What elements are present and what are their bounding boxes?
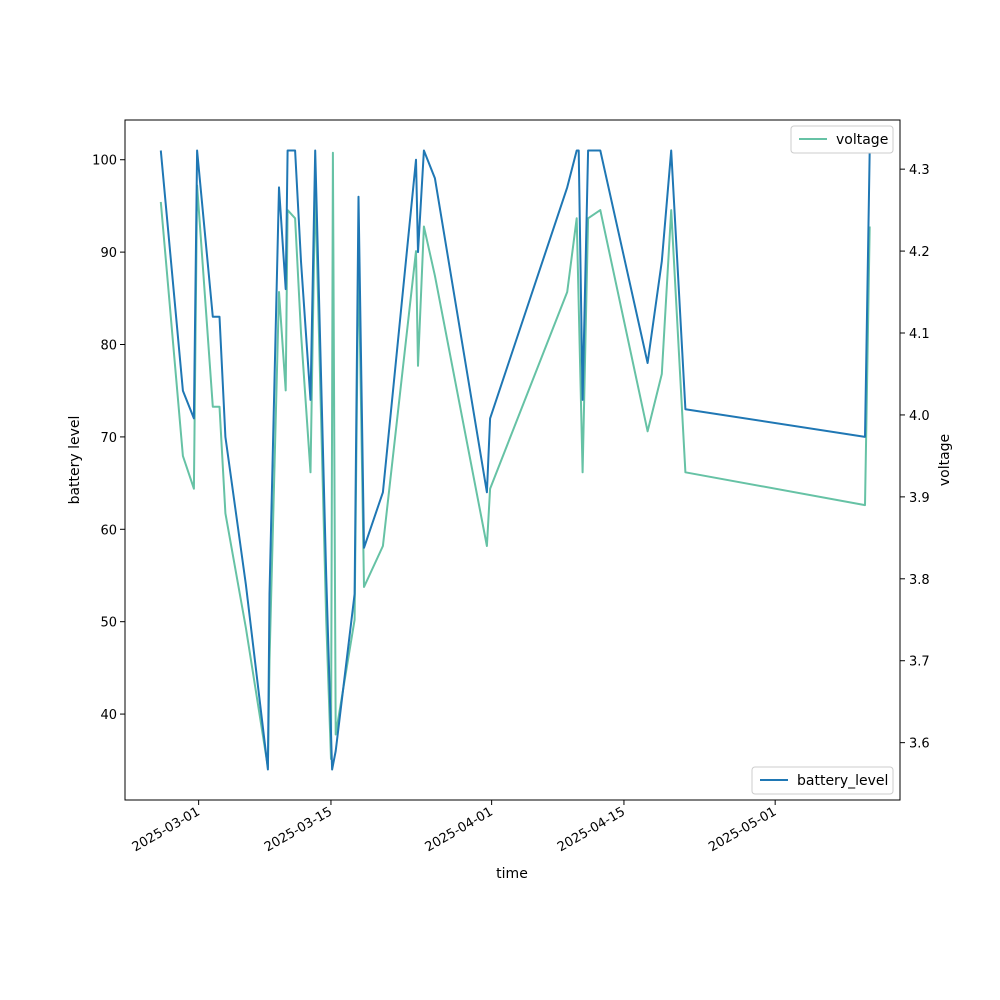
right-tick-label: 3.7	[909, 655, 930, 670]
right-tick-label: 4.3	[909, 163, 930, 178]
right-tick-label: 4.1	[909, 327, 930, 342]
left-tick-label: 50	[100, 616, 117, 631]
right-y-axis: 3.6 3.7 3.8 3.9 4.0 4.1 4.2 4.3	[900, 163, 930, 752]
right-tick-label: 4.0	[909, 409, 930, 424]
right-tick-label: 3.9	[909, 491, 930, 506]
legend-voltage-label: voltage	[836, 132, 888, 148]
left-tick-label: 60	[100, 523, 117, 538]
right-axis-label: voltage	[937, 434, 953, 486]
legend-voltage-box	[790, 125, 894, 154]
plot-frame	[124, 119, 901, 801]
legend-battery-level: battery_level	[751, 766, 894, 795]
series-line-battery-level	[159, 149, 871, 771]
left-axis-label: battery level	[67, 416, 83, 505]
left-tick-label: 100	[92, 154, 117, 169]
left-tick-label: 90	[100, 246, 117, 261]
legend-voltage: voltage	[790, 125, 894, 154]
right-tick-label: 3.8	[909, 573, 930, 588]
legend-battery-level-box	[751, 766, 894, 795]
right-tick-label: 3.6	[909, 737, 930, 752]
left-y-axis: 40 50 60 70 80 90 100	[92, 154, 125, 723]
x-axis-label: time	[496, 866, 528, 882]
right-tick-label: 4.2	[909, 245, 930, 260]
left-tick-label: 40	[100, 708, 117, 723]
legend-battery-level-label: battery_level	[797, 773, 888, 789]
left-tick-label: 80	[100, 339, 117, 354]
left-tick-label: 70	[100, 431, 117, 446]
series-layer	[159, 149, 871, 771]
